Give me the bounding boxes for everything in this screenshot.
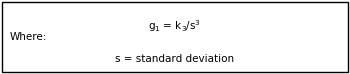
Text: g$_1$ = k$_3$/s$^3$: g$_1$ = k$_3$/s$^3$ [148, 18, 202, 34]
FancyBboxPatch shape [2, 2, 348, 72]
Text: Where:: Where: [10, 32, 47, 42]
Text: s = standard deviation: s = standard deviation [116, 54, 234, 64]
